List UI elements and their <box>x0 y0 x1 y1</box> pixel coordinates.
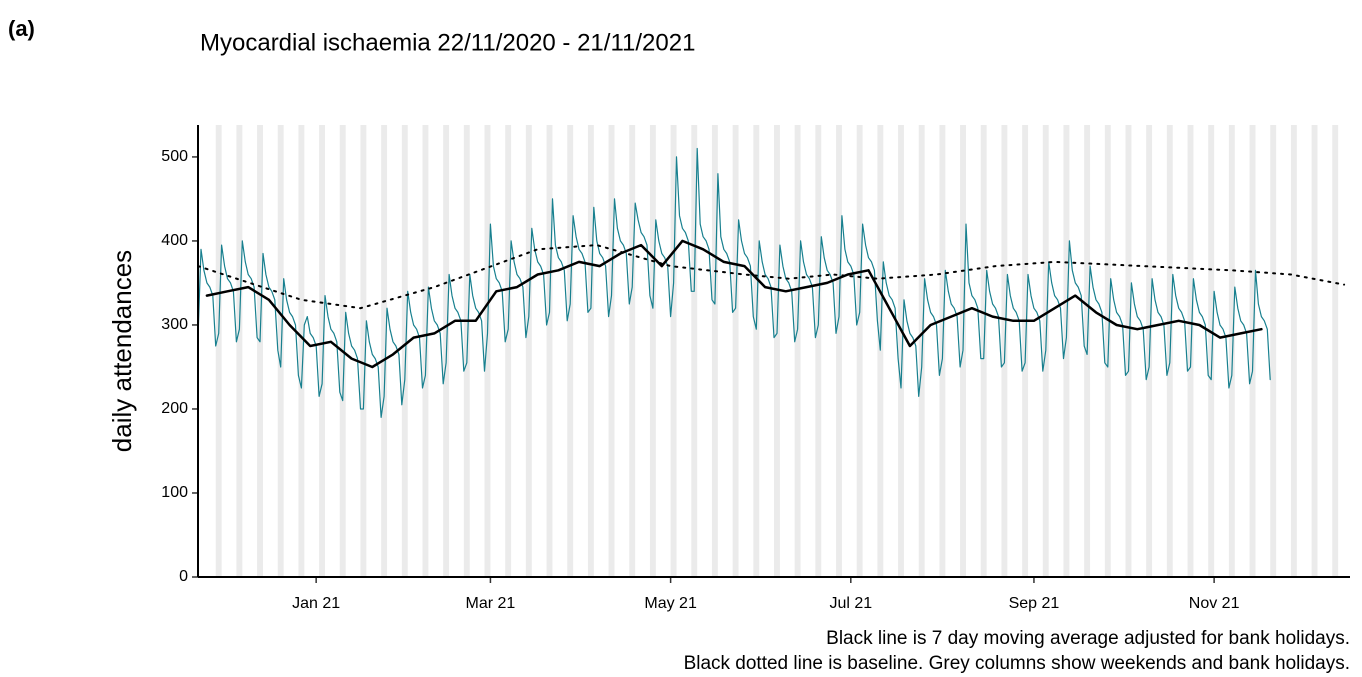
weekend-column <box>567 125 574 577</box>
y-tick-label: 100 <box>161 484 188 501</box>
panel-label: (a) <box>8 16 35 41</box>
weekend-column <box>505 125 512 577</box>
x-tick-label: Jul 21 <box>829 595 872 612</box>
weekend-column <box>236 125 243 577</box>
weekend-column <box>711 125 718 577</box>
weekend-column <box>836 125 842 577</box>
x-tick-label: May 21 <box>644 595 697 612</box>
weekend-column <box>1063 125 1070 577</box>
weekend-column <box>877 125 884 577</box>
weekend-column <box>1228 125 1235 577</box>
weekend-column <box>381 125 388 577</box>
weekend-column <box>525 125 532 577</box>
x-tick-label: Nov 21 <box>1189 595 1240 612</box>
chart-title: Myocardial ischaemia 22/11/2020 - 21/11/… <box>200 29 695 56</box>
weekend-column <box>298 125 305 577</box>
weekend-column <box>1125 125 1132 577</box>
y-tick-label: 400 <box>161 232 188 249</box>
weekend-column <box>401 125 408 577</box>
weekend-column <box>1311 125 1318 577</box>
weekend-column <box>691 125 698 577</box>
weekend-column <box>629 125 636 577</box>
series-line <box>197 244 1346 310</box>
weekend-column <box>360 125 367 577</box>
y-tick-label: 200 <box>161 400 188 417</box>
weekend-column <box>422 125 429 577</box>
y-tick-label: 300 <box>161 316 188 333</box>
weekend-column <box>484 125 491 577</box>
weekend-column <box>753 125 760 577</box>
series-line <box>205 239 1263 369</box>
note: Black dotted line is baseline. Grey colu… <box>684 653 1350 674</box>
weekend-column <box>587 125 594 577</box>
weekend-column <box>856 125 863 577</box>
y-tick-label: 500 <box>161 148 188 165</box>
weekend-column <box>732 125 739 577</box>
weekend-column <box>1332 125 1339 577</box>
weekend-column <box>608 125 615 577</box>
series-line <box>197 147 1271 418</box>
weekend-column <box>794 125 801 577</box>
weekend-column <box>898 125 904 577</box>
weekend-column <box>257 125 263 577</box>
weekend-column <box>546 125 553 577</box>
x-tick-label: Mar 21 <box>466 595 516 612</box>
weekend-column <box>670 125 677 577</box>
weekend-column <box>774 125 780 577</box>
weekend-column <box>1270 125 1277 577</box>
weekend-column <box>649 125 656 577</box>
weekend-column <box>215 125 222 577</box>
weekend-column <box>1290 125 1297 577</box>
note: Black line is 7 day moving average adjus… <box>826 628 1350 649</box>
weekend-column <box>1208 125 1215 577</box>
y-tick-label: 0 <box>179 568 188 585</box>
x-tick-label: Sep 21 <box>1009 595 1060 612</box>
weekend-column <box>319 125 326 577</box>
x-tick-label: Jan 21 <box>292 595 340 612</box>
y-axis-label: daily attendances <box>107 250 137 452</box>
weekend-column <box>815 125 822 577</box>
